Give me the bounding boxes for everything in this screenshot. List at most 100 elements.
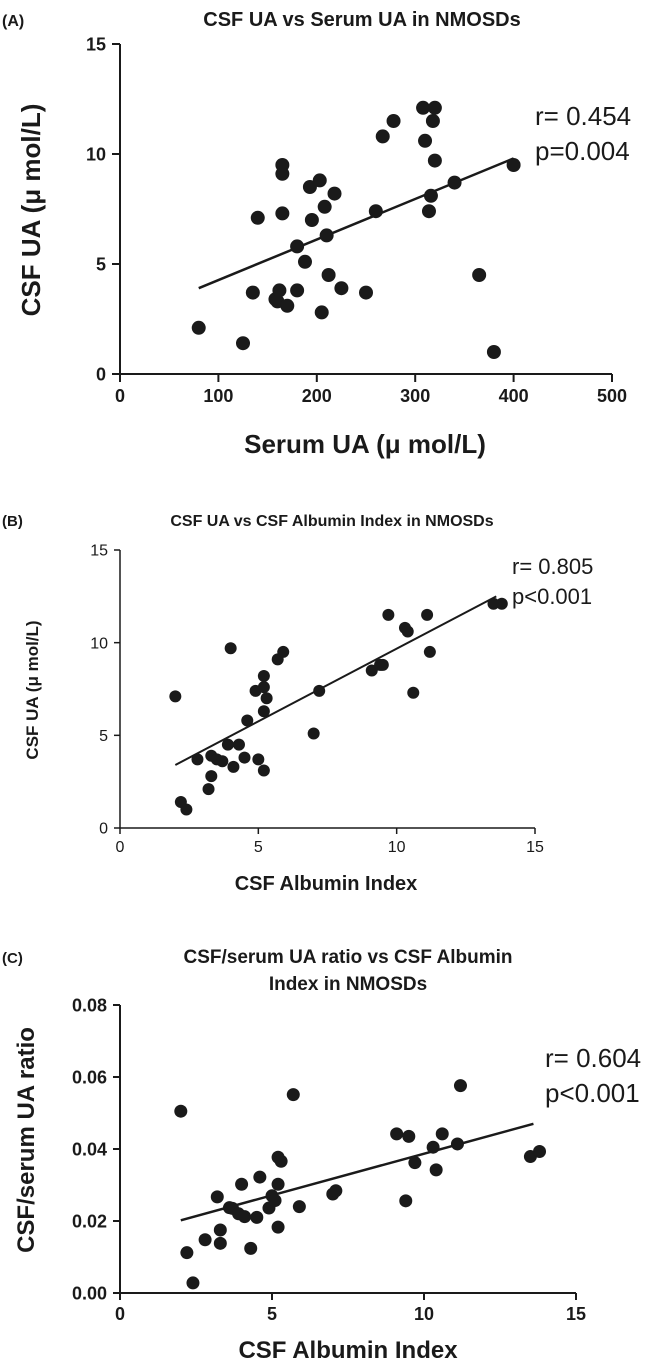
panel-a-data-point [317,199,332,214]
panel-b-data-point [257,681,270,694]
panel-a-data-point [427,153,442,168]
panel-a-label: (A) [2,13,24,30]
panel-c-data-point [274,1154,288,1168]
panel-a-data-point [418,133,433,148]
panel-c-data-point [329,1184,343,1198]
panel-a-data-point [506,158,521,172]
panel-a-x-tick-label: 300 [400,386,430,406]
panel-c-data-point [210,1190,224,1204]
panel-a-y-tick-label: 15 [86,34,106,54]
panel-c-data-point [213,1236,227,1250]
panel-b-x-tick-label: 15 [526,839,544,856]
panel-b-data-point [382,608,395,621]
panel-c-x-tick-label: 5 [267,1304,277,1324]
panel-a-plot: 0 100 200 300 400 500 0 5 10 15 [86,34,627,406]
panel-c-data-point [244,1241,258,1255]
panel-a-data-point [486,345,501,359]
panel-b-y-tick-label: 5 [99,728,108,745]
panel-c-x-tick-label: 15 [566,1304,586,1324]
panel-b-x-tick-label: 0 [116,839,125,856]
panel-b-data-point [487,597,500,610]
panel-c-title-line-2: Index in NMOSDs [269,974,427,995]
panel-b-data-point [401,625,414,638]
panel-c-data-point [292,1200,306,1214]
panel-a-data-point [236,336,250,351]
panel-b-stat-r: r= 0.805 [512,554,593,579]
panel-b-data-point [307,727,320,740]
panel-c-stat-p: p<0.001 [545,1078,640,1108]
panel-c-x-tick-label: 10 [414,1304,434,1324]
panel-a-data-point [416,100,431,115]
panel-a-data-point [319,228,334,243]
panel-c-data-point [453,1079,467,1093]
panel-b-data-point [202,783,215,796]
panel-a-data-point [304,213,319,227]
panel-c-data-point [429,1163,443,1177]
panel-a-data-point [334,281,349,296]
panel-c-data-point [450,1137,464,1151]
panel-b-data-point [216,755,229,768]
panel-a-data-point [314,305,329,320]
panel-a-data-point [472,268,487,282]
panel-b-data-point [423,645,436,658]
panel-b-data-point [257,705,270,718]
panel-a-data-point [386,114,401,128]
panel-b-data-point [257,764,270,777]
panel-c-y-axis-label: CSF/serum UA ratio [13,1027,40,1253]
panel-c-data-point [235,1177,249,1191]
panel-b-x-tick-label: 10 [388,839,406,856]
panel-a-data-point [327,186,342,201]
panel-b-data-point [191,753,204,766]
panel-a-stat-r: r= 0.454 [535,101,631,131]
panel-c-y-tick-label: 0.02 [72,1211,107,1231]
panel-c-data-point [271,1220,285,1234]
panel-b-y-tick-label: 10 [90,635,108,652]
panel-c-data-point [268,1193,282,1207]
panel-a-data-point [245,285,260,300]
panel-c-data-point [253,1170,267,1184]
panel-a-data-point [368,204,383,219]
panel-c-plot: 0 5 10 15 0.00 0.02 0.04 0.06 0.08 [72,995,586,1324]
panel-a-data-point [297,254,312,269]
panel-b-x-axis-label: CSF Albumin Index [235,873,418,895]
panel-b-data-point [205,770,218,783]
panel-b-data-point [252,753,265,766]
panel-a-x-tick-label: 0 [115,386,125,406]
panel-c-y-tick-label: 0.08 [72,995,107,1015]
panel-c-data-point [426,1140,440,1154]
panel-b-data-point [232,738,245,751]
panel-c-data-point [174,1104,188,1118]
panel-c-data-point [390,1127,404,1141]
panel-c-y-tick-label: 0.06 [72,1067,107,1087]
panel-b-data-point [238,751,251,764]
panel-c-y-tick-label: 0.00 [72,1283,107,1303]
panel-a-y-tick-label: 10 [86,144,106,164]
panel-a-data-point [280,298,295,313]
panel-a-y-axis-label: CSF UA (μ mol/L) [16,104,46,317]
panel-a-x-tick-label: 100 [203,386,233,406]
panel-c-data-point [198,1233,212,1247]
panel-c-data-point [402,1129,416,1143]
panel-a-data-point [290,283,305,298]
panel-c-data-point [180,1246,194,1260]
panel-b-data-point [376,658,389,671]
panel-c-data-point [271,1177,285,1191]
panel-c-x-tick-label: 0 [115,1304,125,1324]
panel-c-data-point [408,1156,422,1170]
panel-b-y-tick-label: 0 [99,821,108,838]
panel-b-data-point [180,803,193,816]
panel-b-stat-p: p<0.001 [512,584,592,609]
panel-b-y-axis-label: CSF UA (μ mol/L) [23,620,42,759]
panel-b-title: CSF UA vs CSF Albumin Index in NMOSDs [170,513,493,530]
panel-c-x-axis-label: CSF Albumin Index [238,1337,458,1364]
panel-b-x-tick-label: 5 [254,839,263,856]
panel-a-data-point [375,129,390,144]
panel-c-data-point [238,1210,252,1224]
panel-a-data-point [275,206,290,221]
panel-a-x-axis-label: Serum UA (μ mol/L) [244,429,486,459]
panel-b-data-point [169,690,182,703]
panel-c-y-tick-label: 0.04 [72,1139,107,1159]
panel-c-title-line-1: CSF/serum UA ratio vs CSF Albumin [183,947,512,968]
panel-c-data-point [435,1127,449,1141]
